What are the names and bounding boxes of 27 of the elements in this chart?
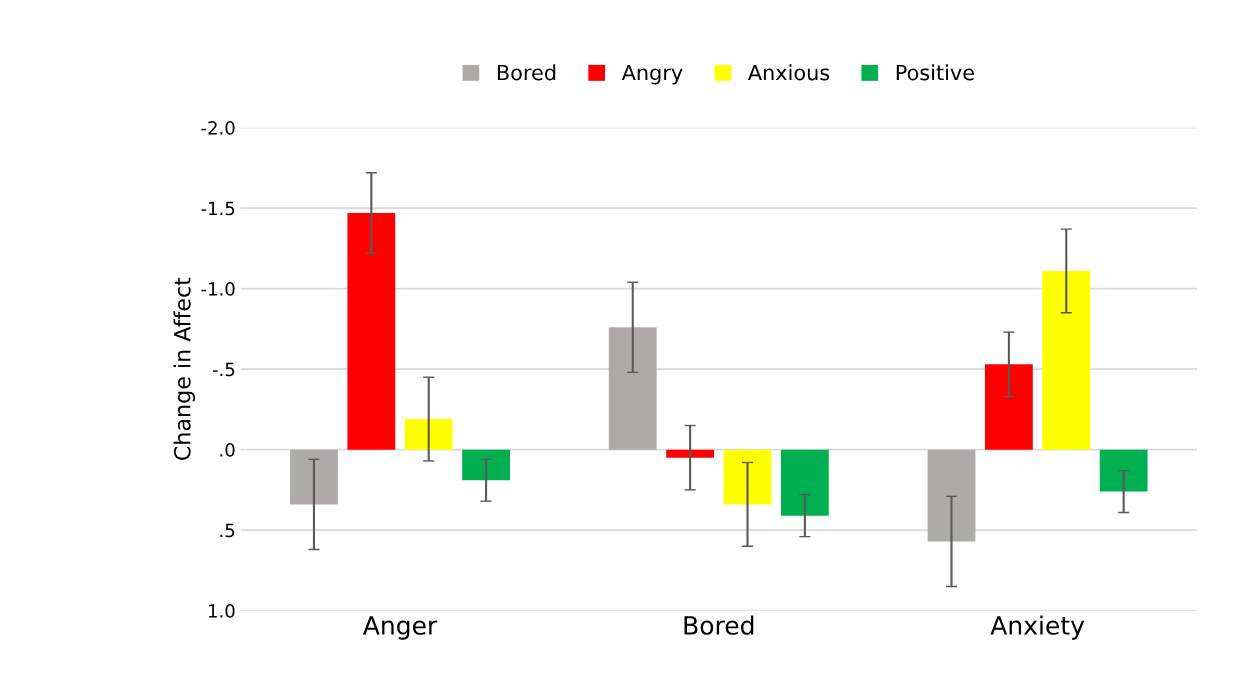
bar — [927, 449, 976, 542]
legend-label: Positive — [896, 64, 974, 81]
legend-label: Anxious — [747, 64, 830, 81]
bar — [290, 449, 338, 505]
y-axis-title: Change in Affect — [173, 277, 195, 460]
y-tick-label: -2.0 — [201, 121, 235, 135]
bar — [462, 449, 510, 481]
bar — [666, 449, 715, 458]
x-tick-label: Anger — [362, 616, 438, 640]
x-tick-label: Anxiety — [990, 615, 1085, 640]
y-tick-label: -1.5 — [201, 201, 235, 216]
bar — [723, 449, 772, 505]
bar — [347, 212, 396, 450]
bar — [1099, 449, 1148, 492]
bar — [404, 419, 453, 450]
bar — [1042, 270, 1091, 450]
y-tick-label: -1.0 — [201, 282, 235, 296]
y-tick-label: -.5 — [212, 362, 235, 377]
legend-label: Angry — [621, 64, 683, 85]
bar — [984, 364, 1033, 450]
legend-label: Bored — [497, 64, 556, 81]
bar — [608, 327, 657, 450]
y-tick-label: .0 — [220, 443, 235, 457]
y-tick-label: 1.0 — [209, 604, 235, 618]
bar — [780, 449, 829, 516]
y-tick-label: .5 — [220, 523, 235, 538]
x-tick-label: Bored — [684, 615, 754, 635]
